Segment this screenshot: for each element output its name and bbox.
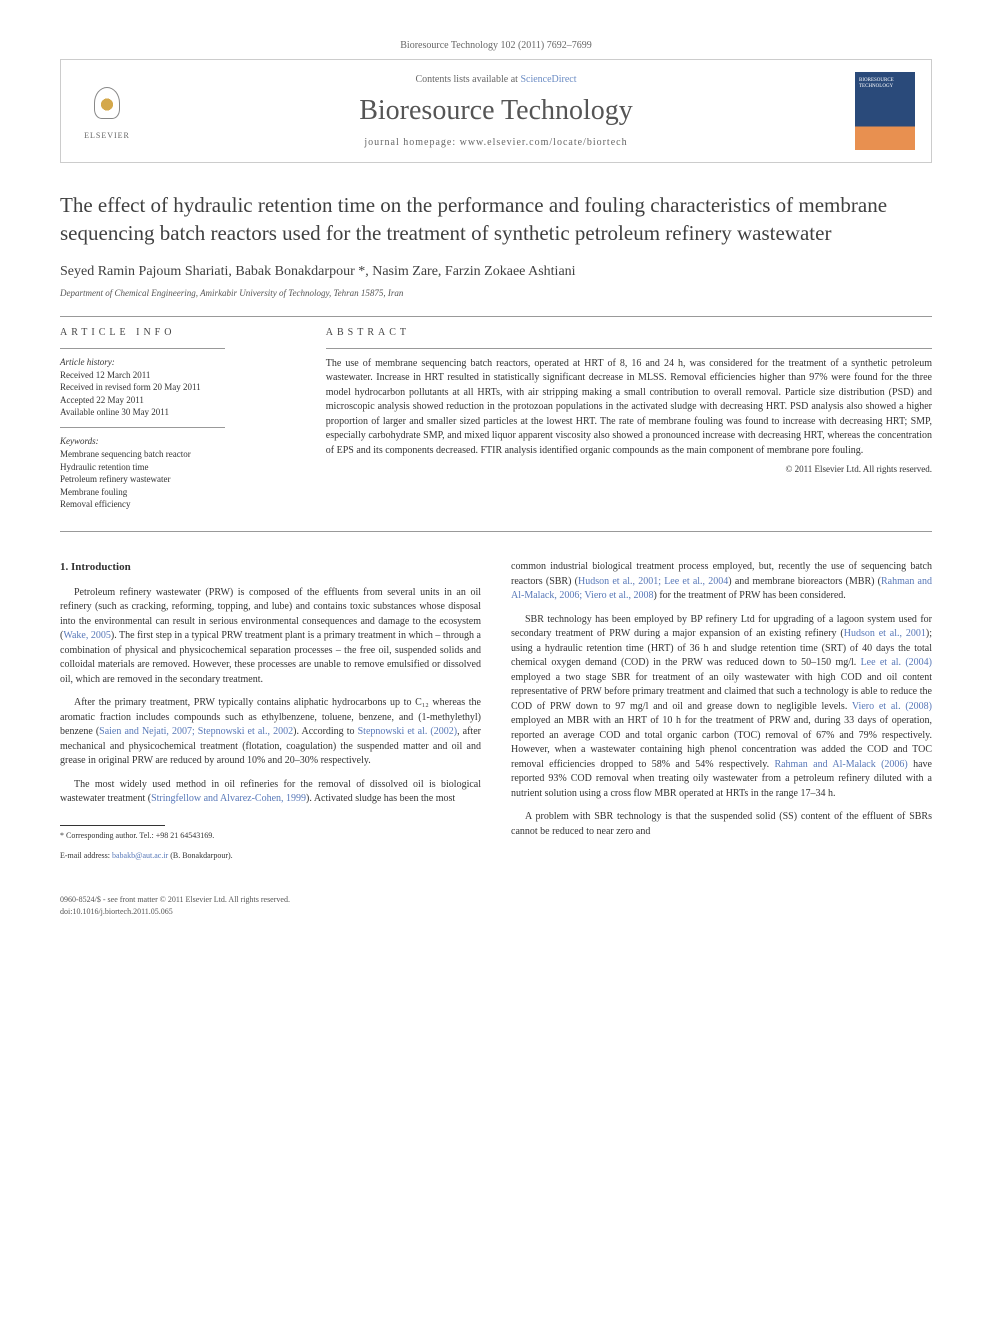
ref-stringfellow-1999[interactable]: Stringfellow and Alvarez-Cohen, 1999 [151,793,306,804]
p4-text-b: ) and membrane bioreactors (MBR) ( [728,576,881,587]
history-accepted: Accepted 22 May 2011 [60,394,296,407]
keyword-4: Membrane fouling [60,486,296,499]
sciencedirect-link[interactable]: ScienceDirect [520,74,576,85]
journal-header: ELSEVIER Contents lists available at Sci… [60,59,932,163]
contents-prefix: Contents lists available at [415,74,520,85]
info-divider-1 [60,348,225,349]
history-received: Received 12 March 2011 [60,369,296,382]
ref-wake-2005[interactable]: Wake, 2005 [63,630,111,641]
ref-hudson-2001[interactable]: Hudson et al., 2001 [844,628,926,639]
footnote-email: E-mail address: babakb@aut.ac.ir (B. Bon… [60,850,481,861]
homepage-prefix: journal homepage: [364,137,459,148]
article-title: The effect of hydraulic retention time o… [60,191,932,248]
p1-text-b: ). The first step in a typical PRW treat… [60,630,481,685]
paragraph-4: common industrial biological treatment p… [511,560,932,604]
ref-saien-stepnowski[interactable]: Saien and Nejati, 2007; Stepnowski et al… [99,726,293,737]
keyword-3: Petroleum refinery wastewater [60,473,296,486]
ref-hudson-lee[interactable]: Hudson et al., 2001; Lee et al., 2004 [578,576,728,587]
email-label: E-mail address: [60,851,112,860]
footer-line-2: doi:10.1016/j.biortech.2011.05.065 [60,906,932,917]
email-link[interactable]: babakb@aut.ac.ir [112,851,168,860]
paragraph-6: A problem with SBR technology is that th… [511,810,932,839]
history-revised: Received in revised form 20 May 2011 [60,381,296,394]
abstract-text: The use of membrane sequencing batch rea… [326,357,932,459]
ref-viero-2008[interactable]: Viero et al. (2008) [852,701,932,712]
email-suffix: (B. Bonakdarpour). [168,851,232,860]
journal-homepage: journal homepage: www.elsevier.com/locat… [137,137,855,148]
footer-bar: 0960-8524/$ - see front matter © 2011 El… [60,894,932,916]
p3-text-b: ). Activated sludge has been the most [306,793,455,804]
paragraph-1: Petroleum refinery wastewater (PRW) is c… [60,586,481,688]
history-heading: Article history: [60,357,296,367]
journal-cover-thumbnail: BIORESOURCE TECHNOLOGY [855,72,915,150]
article-info-block: ARTICLE INFO Article history: Received 1… [60,327,296,511]
affiliation: Department of Chemical Engineering, Amir… [60,288,932,298]
divider-top [60,316,932,317]
ref-stepnowski-2002[interactable]: Stepnowski et al. (2002) [358,726,457,737]
info-abstract-row: ARTICLE INFO Article history: Received 1… [60,327,932,511]
keyword-5: Removal efficiency [60,498,296,511]
elsevier-logo: ELSEVIER [77,76,137,146]
paragraph-3: The most widely used method in oil refin… [60,778,481,807]
authors-line: Seyed Ramin Pajoum Shariati, Babak Bonak… [60,264,932,280]
p4-text-c: ) for the treatment of PRW has been cons… [654,590,846,601]
body-columns: 1. Introduction Petroleum refinery waste… [60,560,932,870]
history-online: Available online 30 May 2011 [60,406,296,419]
header-citation: Bioresource Technology 102 (2011) 7692–7… [60,40,932,51]
abstract-copyright: © 2011 Elsevier Ltd. All rights reserved… [326,464,932,474]
footnote-separator [60,825,165,826]
info-divider-2 [60,427,225,428]
body-column-left: 1. Introduction Petroleum refinery waste… [60,560,481,870]
journal-title: Bioresource Technology [137,95,855,127]
journal-header-center: Contents lists available at ScienceDirec… [137,74,855,148]
keyword-1: Membrane sequencing batch reactor [60,448,296,461]
keyword-2: Hydraulic retention time [60,461,296,474]
keywords-heading: Keywords: [60,436,296,446]
footnote-corresponding: * Corresponding author. Tel.: +98 21 645… [60,830,481,841]
abstract-divider [326,348,932,349]
paragraph-2: After the primary treatment, PRW typical… [60,696,481,769]
contents-line: Contents lists available at ScienceDirec… [137,74,855,85]
abstract-heading: ABSTRACT [326,327,932,338]
divider-bottom [60,531,932,532]
homepage-url[interactable]: www.elsevier.com/locate/biortech [460,137,628,148]
elsevier-tree-icon [87,82,127,127]
article-info-heading: ARTICLE INFO [60,327,296,338]
section-heading-intro: 1. Introduction [60,560,481,576]
ref-lee-2004[interactable]: Lee et al. (2004) [861,657,932,668]
paragraph-5: SBR technology has been employed by BP r… [511,613,932,802]
p2-text-b: ). According to [293,726,357,737]
publisher-name: ELSEVIER [84,131,130,140]
journal-cover-label: BIORESOURCE TECHNOLOGY [859,78,915,89]
body-column-right: common industrial biological treatment p… [511,560,932,870]
ref-rahman-2006[interactable]: Rahman and Al-Malack (2006) [774,759,907,770]
footer-line-1: 0960-8524/$ - see front matter © 2011 El… [60,894,932,905]
abstract-block: ABSTRACT The use of membrane sequencing … [326,327,932,511]
